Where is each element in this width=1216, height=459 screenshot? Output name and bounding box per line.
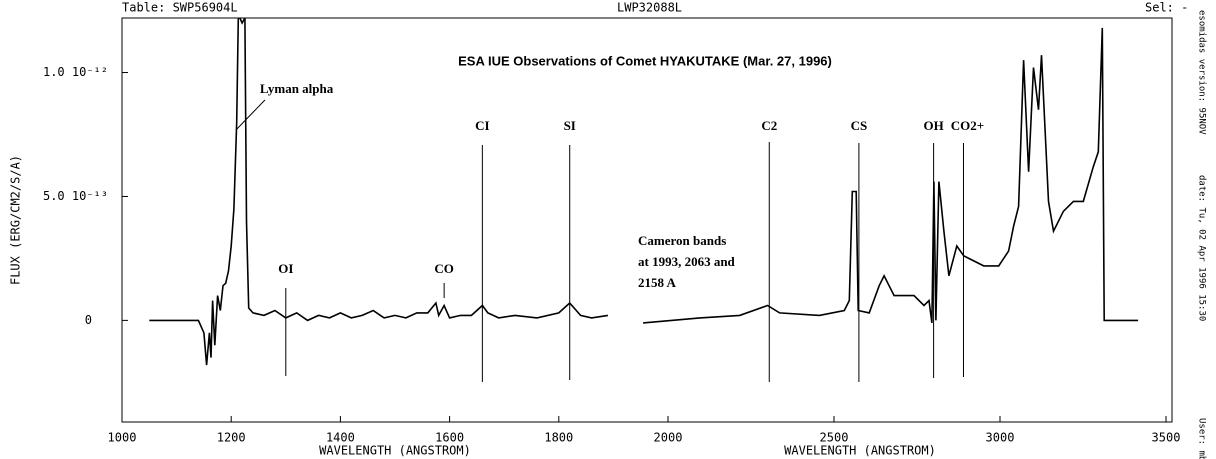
x-axis-label: WAVELENGTH (ANGSTROM) (784, 444, 936, 458)
x-tick-label: 3000 (986, 431, 1015, 445)
x-tick-label: 1600 (435, 431, 464, 445)
annotation-label: OI (278, 261, 293, 276)
spectrum-line (149, 18, 609, 366)
spectrum-line (643, 27, 1139, 324)
annotation-text: 2158 A (638, 275, 677, 290)
annotation-label: SI (564, 118, 576, 133)
annotation-label: CI (475, 118, 489, 133)
x-tick-label: 2000 (654, 431, 683, 445)
annotation-label: OH (923, 118, 943, 133)
y-tick-label: 0 (85, 313, 92, 327)
annotation-label: Lyman alpha (260, 81, 334, 96)
annotation-text: Cameron bands (638, 233, 726, 248)
chart-title: ESA IUE Observations of Comet HYAKUTAKE … (458, 53, 832, 68)
version-label: esomidas version: 95NOV (1197, 10, 1207, 135)
annotation-label: CO2+ (951, 118, 984, 133)
second-table-label: LWP32088L (617, 1, 682, 15)
x-tick-label: 1800 (544, 431, 573, 445)
selection-label: Sel: - (1145, 1, 1188, 15)
x-tick-label: 1000 (108, 431, 137, 445)
table-label: Table: SWP56904L (122, 1, 238, 15)
date-label: date: Tu, 02 Apr 1996 15:30 (1197, 175, 1207, 321)
x-tick-label: 1400 (326, 431, 355, 445)
x-axis-label: WAVELENGTH (ANGSTROM) (319, 444, 471, 458)
annotation-label: CS (851, 118, 868, 133)
y-axis-label: FLUX (ERG/CM2/S/A) (9, 155, 23, 285)
annotation-label: CO (434, 261, 454, 276)
x-tick-label: 1200 (217, 431, 246, 445)
annotation-label: C2 (761, 118, 777, 133)
annotation-line (235, 99, 266, 131)
y-tick-label: 1.0 10⁻¹² (43, 65, 108, 79)
y-tick-label: 5.0 10⁻¹³ (43, 189, 108, 203)
x-tick-label: 3500 (1152, 431, 1181, 445)
x-tick-label: 2500 (820, 431, 849, 445)
user-label: User: mb (1197, 418, 1207, 459)
plot-frame (121, 17, 1173, 423)
annotation-text: at 1993, 2063 and (638, 254, 736, 269)
